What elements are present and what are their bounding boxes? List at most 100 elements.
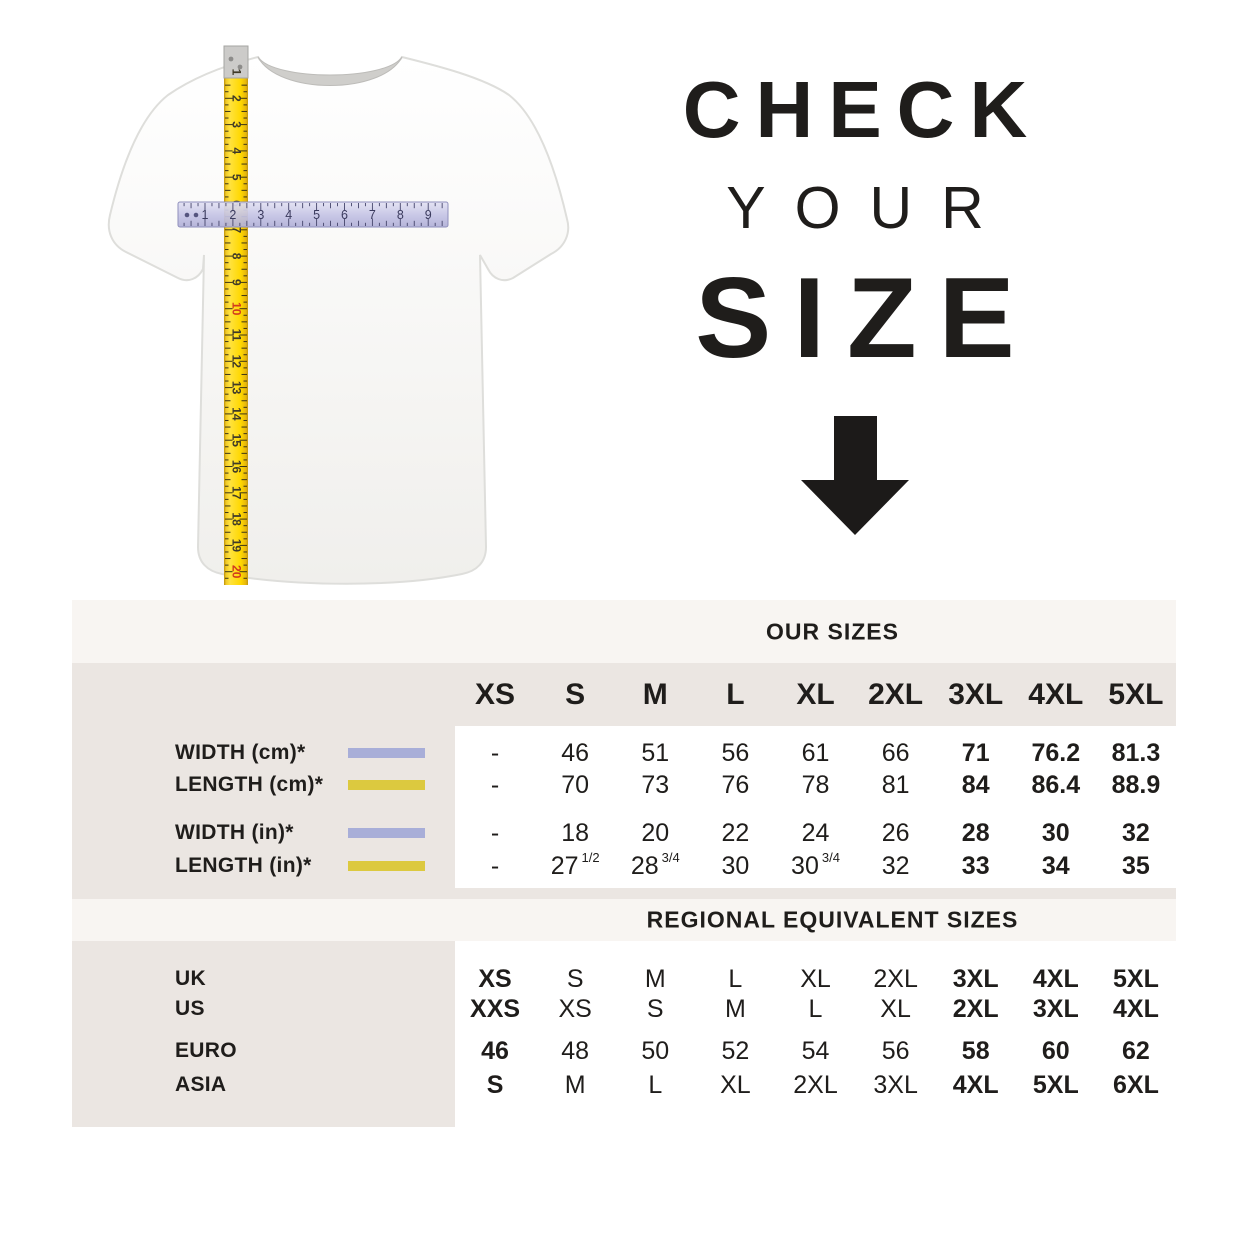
size-cell: 76.2 (1031, 738, 1081, 767)
hero-line-your: YOUR (726, 175, 1013, 241)
row-label-area: LENGTH (in)* (72, 850, 455, 882)
tshirt-collar (257, 56, 403, 86)
row-values: - 46 51 56 61 66 71 76.2 81.3 (455, 739, 1176, 768)
our-sizes-section: XS S M L XL 2XL 3XL 4XL 5XL WIDTH (cm)* - 46 51 56 61… (72, 663, 1176, 899)
size-column-header: 5XL (1108, 677, 1164, 711)
size-cell: 33 (961, 851, 990, 880)
size-cell: 86.4 (1031, 770, 1081, 799)
size-column-header: M (642, 677, 668, 711)
size-cell: 18 (561, 818, 590, 847)
size-cell: 28 (961, 818, 990, 847)
horizontal-ruler-lavender: 1 2 3 4 5 6 7 8 9 (177, 201, 449, 228)
svg-text:6: 6 (341, 208, 348, 222)
measure-color-swatch (348, 828, 425, 838)
down-arrow-shaft (833, 416, 877, 480)
row-values: 46 48 50 52 54 56 58 60 62 (455, 1037, 1176, 1066)
svg-text:5: 5 (313, 208, 320, 222)
size-column-header: L (726, 677, 745, 711)
size-cell: 46 (481, 1036, 509, 1065)
size-cell: 5XL (1113, 964, 1159, 993)
svg-text:16: 16 (230, 460, 244, 474)
size-cell: 48 (561, 1036, 590, 1065)
svg-text:8: 8 (230, 253, 244, 260)
svg-text:9: 9 (425, 208, 432, 222)
row-label: EURO (175, 1039, 237, 1062)
regional-sizes-section: UK XS S M L XL 2XL 3XL 4XL 5XL US XXS XS S M L XL 2XL 3XL 4… (72, 941, 1176, 1127)
size-column-header: 3XL (948, 677, 1004, 711)
size-cell: 73 (641, 770, 670, 799)
size-cell: - (490, 770, 500, 799)
size-cell: - (490, 738, 500, 767)
size-cell: 20 (641, 818, 670, 847)
row-label-area: LENGTH (cm)* (72, 769, 455, 801)
size-cell: 30 3/4 (791, 850, 840, 880)
row-label: ASIA (175, 1073, 227, 1096)
row-values: - 27 1/2 28 3/4 30 30 3/4 32 33 34 35 (455, 850, 1176, 881)
down-arrow-head (801, 480, 909, 535)
measure-color-swatch (348, 861, 425, 871)
svg-text:3: 3 (257, 208, 264, 222)
size-cell: 56 (721, 738, 750, 767)
size-cell: 24 (801, 818, 830, 847)
size-cell: 6XL (1113, 1070, 1159, 1099)
svg-text:18: 18 (230, 512, 244, 526)
data-panel (455, 726, 1176, 888)
size-cell: 2XL (873, 964, 918, 993)
size-cell: 4XL (1113, 994, 1159, 1023)
size-cell: XL (720, 1070, 751, 1099)
size-cell: 54 (801, 1036, 830, 1065)
row-label-area: US (72, 993, 455, 1025)
svg-text:4: 4 (285, 208, 292, 222)
regional-sizes-header: REGIONAL EQUIVALENT SIZES (72, 899, 1176, 941)
size-cell: M (564, 1070, 586, 1099)
size-cell: - (490, 818, 500, 847)
size-table: OUR SIZES XS S M L XL 2XL 3XL 4XL 5XL WIDTH (cm)… (72, 600, 1176, 1127)
row-label: UK (175, 967, 206, 990)
svg-text:8: 8 (397, 208, 404, 222)
size-cell: 76 (721, 770, 750, 799)
size-cell: 3XL (873, 1070, 918, 1099)
table-row: LENGTH (cm)* - 70 73 76 78 81 84 86.4 88.9 (72, 769, 1176, 801)
size-cell: S (566, 964, 584, 993)
measure-color-swatch (348, 780, 425, 790)
svg-text:4: 4 (230, 148, 244, 155)
size-cell: 52 (721, 1036, 750, 1065)
size-cell: 4XL (952, 1070, 999, 1099)
table-row: US XXS XS S M L XL 2XL 3XL 4XL (72, 993, 1176, 1025)
size-cell: 30 (1041, 818, 1070, 847)
row-label: WIDTH (in)* (175, 821, 294, 844)
svg-text:3: 3 (230, 121, 244, 128)
tshirt-body (107, 55, 570, 585)
svg-text:19: 19 (230, 539, 244, 553)
size-cell: - (490, 851, 500, 880)
row-label-area: EURO (72, 1035, 455, 1067)
hero-heading: CHECK YOUR SIZE (618, 70, 1092, 535)
row-values: S M L XL 2XL 3XL 4XL 5XL 6XL (455, 1071, 1176, 1100)
hero-line-size: SIZE (695, 255, 1037, 382)
size-cell: 35 (1122, 851, 1150, 880)
tshirt-graphic: 1234567891011121314151617181920 12345678… (107, 45, 570, 585)
size-cell: 61 (801, 738, 830, 767)
svg-text:15: 15 (230, 434, 244, 448)
hero-line-check: CHECK (682, 65, 1043, 154)
size-cell: 84 (961, 770, 990, 799)
size-cell: XS (478, 964, 512, 993)
size-cell: 51 (641, 738, 670, 767)
our-sizes-title: OUR SIZES (766, 618, 899, 644)
svg-text:13: 13 (230, 381, 244, 395)
size-cell: XS (558, 994, 592, 1023)
regional-sizes-title: REGIONAL EQUIVALENT SIZES (646, 906, 1019, 933)
svg-text:7: 7 (230, 226, 244, 233)
size-cell: 88.9 (1111, 770, 1161, 799)
size-cell: 81.3 (1111, 738, 1161, 767)
size-cell: 70 (561, 770, 590, 799)
size-cell: S (646, 994, 664, 1023)
size-cell: S (486, 1070, 504, 1099)
size-cell: 32 (1122, 818, 1150, 847)
size-cell: 22 (721, 818, 750, 847)
svg-text:12: 12 (230, 355, 244, 369)
svg-text:20: 20 (230, 565, 244, 579)
svg-text:7: 7 (369, 208, 376, 222)
svg-text:9: 9 (230, 279, 244, 286)
